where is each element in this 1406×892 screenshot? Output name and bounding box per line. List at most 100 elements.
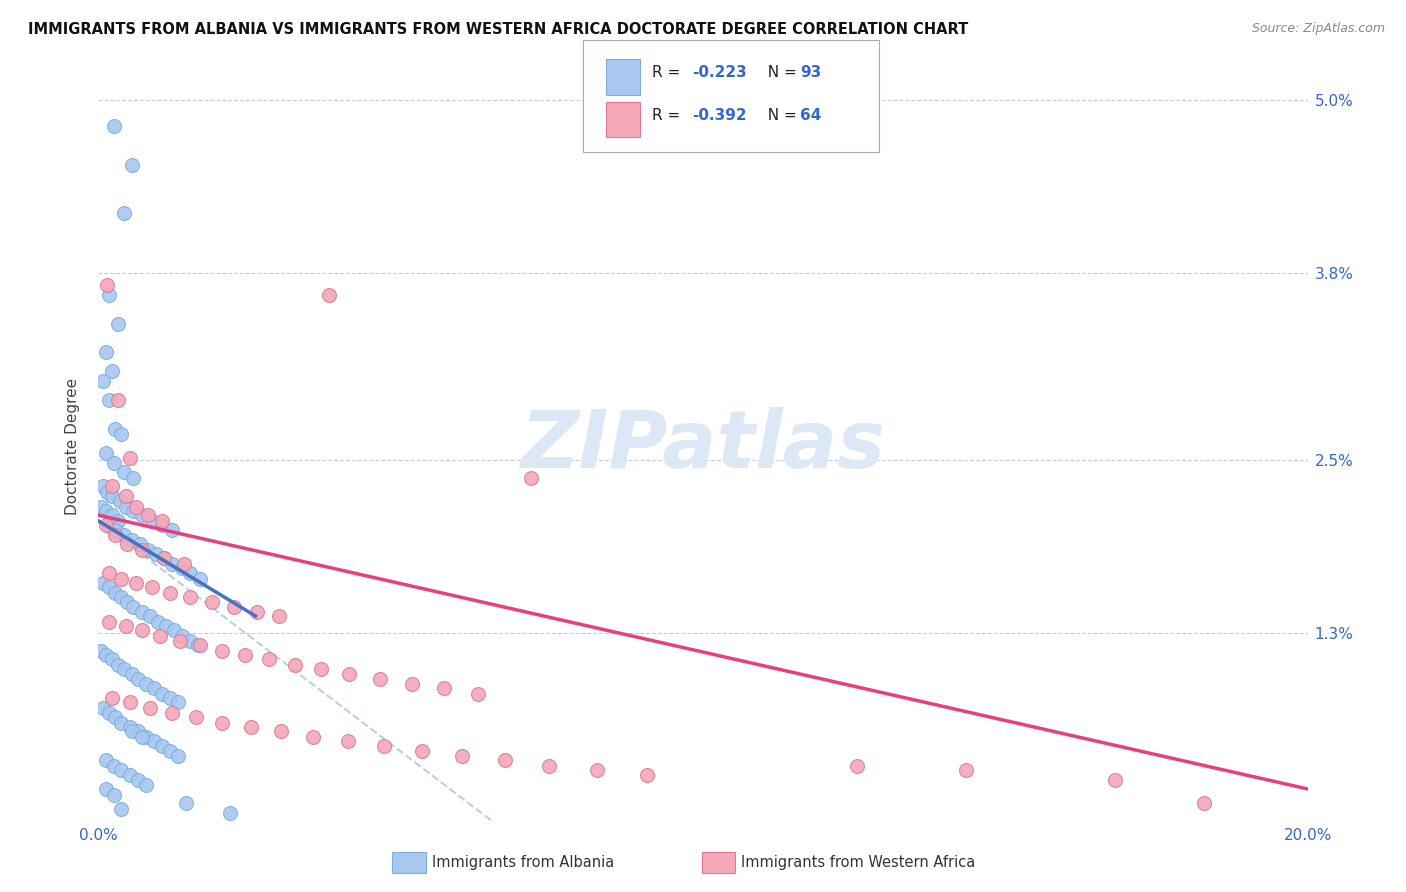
Point [114,490,136,504]
Point [103,788,125,802]
Point [98,287,121,301]
Point [98,615,121,629]
Point [114,619,136,633]
Text: -0.223: -0.223 [692,65,747,79]
Point [141,514,163,528]
Point [110,715,132,730]
Point [284,658,307,673]
Point [127,724,149,739]
Point [94,446,117,460]
Point [96,485,118,500]
Point [107,392,129,407]
Point [150,687,173,701]
Text: R =: R = [652,108,686,122]
Point [131,730,153,744]
Point [103,456,125,470]
Point [337,666,360,681]
Point [91,575,114,590]
Point [121,666,143,681]
Point [110,572,132,586]
Point [537,759,560,773]
Point [107,658,129,673]
Point [267,609,290,624]
Point [246,605,269,619]
Point [136,542,159,557]
Point [125,575,148,590]
Point [150,518,173,533]
Point [179,591,201,605]
Point [131,624,153,638]
Point [1104,773,1126,788]
Point [127,673,149,687]
Point [100,490,122,504]
Point [636,767,658,781]
Point [110,763,132,777]
Point [94,648,117,662]
Point [96,277,118,292]
Point [135,778,157,792]
Point [159,691,181,706]
Point [159,586,181,600]
Point [107,317,129,331]
Point [135,730,157,744]
Point [224,600,246,615]
Point [150,739,173,753]
Point [112,662,135,676]
Point [187,638,209,652]
Point [173,557,195,571]
Point [117,594,139,608]
Point [110,802,132,816]
Text: N =: N = [758,65,801,79]
Point [108,493,131,508]
Point [94,345,117,359]
Point [163,624,186,638]
Point [170,629,193,643]
Point [1192,797,1215,811]
Point [131,605,153,619]
Point [139,701,162,715]
Point [98,566,121,580]
Point [104,586,127,600]
Point [169,633,191,648]
Point [107,514,129,528]
Y-axis label: Doctorate Degree: Doctorate Degree [65,377,80,515]
Point [91,701,114,715]
Point [373,739,395,753]
Point [145,547,167,561]
Point [121,724,143,739]
Point [98,580,121,594]
Point [122,504,145,518]
Point [155,619,177,633]
Point [104,422,127,436]
Point [112,528,135,542]
Point [136,508,159,523]
Point [91,479,114,493]
Point [100,652,122,666]
Point [114,500,136,514]
Text: Immigrants from Albania: Immigrants from Albania [432,855,614,870]
Point [211,715,233,730]
Point [143,681,166,695]
Point [309,662,332,676]
Point [143,734,166,748]
Point [433,681,456,695]
Point [118,450,141,465]
Point [90,643,112,657]
Point [955,763,977,777]
Point [94,781,117,796]
Point [118,720,141,734]
Point [128,537,150,551]
Point [170,561,193,575]
Point [110,591,132,605]
Point [179,566,201,580]
Point [586,763,609,777]
Point [150,514,173,528]
Point [131,542,153,557]
Point [336,734,359,748]
Point [121,158,143,172]
Point [239,720,262,734]
Point [211,643,233,657]
Point [160,706,183,720]
Point [141,580,163,594]
Point [100,508,122,523]
